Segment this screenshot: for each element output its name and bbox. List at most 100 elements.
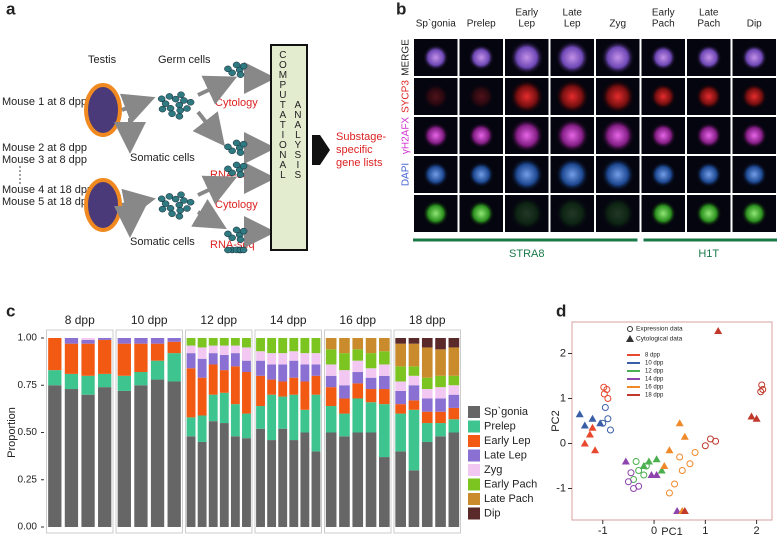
bar-segment [242, 413, 251, 439]
bar-segment [352, 398, 364, 433]
bar-segment [197, 338, 207, 348]
point [596, 419, 605, 427]
bar-segment [408, 375, 420, 386]
bar-segment [379, 404, 390, 458]
nucleus [422, 161, 449, 188]
legend-label: Sp`gonia [484, 406, 529, 418]
point [635, 482, 643, 490]
bar-segment [289, 351, 299, 361]
cell [224, 65, 232, 73]
bar-segment [365, 338, 377, 354]
legend-label: 8 dpp [645, 353, 661, 359]
cell [236, 236, 245, 243]
bar-segment [325, 364, 337, 376]
facet-panel [185, 329, 253, 534]
bar-segment [267, 440, 277, 527]
label: Testis [88, 54, 117, 66]
bar-segment [325, 432, 337, 527]
label: Germ cells [158, 54, 211, 66]
legend-swatch [468, 464, 480, 476]
bar-segment [242, 372, 251, 414]
y-tick-label: 2 [560, 347, 566, 359]
y-tick-label: 1 [560, 392, 566, 404]
point [601, 404, 609, 411]
nucleus [650, 83, 677, 110]
point [747, 412, 756, 420]
bar-segment [150, 343, 165, 361]
bar-segment [365, 353, 377, 369]
bar-segment [352, 338, 364, 350]
legend-swatch [468, 420, 480, 433]
x-tick-label: 0 [651, 525, 657, 537]
bar-segment [289, 338, 299, 352]
bar-segment [150, 379, 165, 527]
cell [236, 171, 245, 178]
y-tick-label: -1 [556, 482, 566, 494]
point [752, 414, 761, 422]
bar-segment [278, 353, 288, 365]
bar-segment [435, 338, 446, 350]
bar-segment [300, 338, 310, 354]
point [680, 432, 689, 440]
cell [175, 113, 184, 120]
nucleus [422, 44, 449, 71]
x-tick-label: 2 [754, 525, 760, 537]
point [635, 467, 643, 474]
point [701, 442, 709, 450]
cell [176, 107, 184, 114]
marker-label: H1T [698, 248, 719, 260]
bar-segment [339, 338, 350, 354]
cell [232, 161, 241, 169]
column-label: Pach [697, 19, 720, 30]
nucleus [555, 40, 590, 75]
bar-segment [208, 364, 218, 395]
facet-label: 16 dpp [339, 313, 376, 327]
bar-segment [300, 353, 310, 365]
bar-segment [230, 338, 240, 346]
point [632, 458, 640, 465]
cell [157, 195, 166, 203]
column-label: Early [652, 8, 675, 19]
bar-segment [278, 396, 288, 429]
legend-label: Early Pach [484, 478, 537, 490]
bar-segment [421, 411, 433, 424]
point [591, 446, 600, 454]
bar-segment [289, 360, 299, 378]
scatter-chart: -1 0 1 2 -1 0 1 2 PC1 PC2 8 dpp 10 dpp 12 dpp 14 dpp 1… [550, 321, 773, 538]
bar-segment [339, 370, 350, 386]
nucleus [555, 79, 590, 114]
bar-segment [448, 394, 460, 408]
bar-segment [448, 338, 460, 348]
bar-segment [448, 419, 460, 433]
bar-segment [167, 341, 181, 354]
point [691, 449, 699, 456]
bar-segment [197, 415, 207, 442]
cell [180, 97, 188, 104]
nucleus [650, 44, 677, 71]
testis [84, 83, 122, 137]
cell [224, 230, 232, 238]
legend-marker [626, 335, 634, 342]
bar-segment [339, 413, 350, 437]
bar-segment [325, 406, 337, 433]
bar-segment [186, 368, 196, 418]
cell [224, 246, 232, 254]
bar-segment [150, 360, 165, 380]
point [676, 453, 684, 461]
bar-segment [408, 385, 420, 401]
legend-label: 10 dpp [645, 361, 664, 367]
bar-segment [379, 457, 390, 527]
bar-segment [435, 411, 446, 424]
nucleus [695, 44, 722, 71]
bar-segment [219, 423, 229, 527]
column-label: Pach [652, 19, 675, 30]
bar-segment [421, 338, 433, 348]
point [757, 388, 765, 396]
bar-segment [421, 389, 433, 399]
bar-segment [421, 377, 433, 390]
bar-segment [379, 351, 390, 365]
diagram: Testis Germ cells Mouse 1 at 8 dpp Mouse… [2, 44, 386, 251]
bar-segment [278, 364, 288, 382]
bar-segment [365, 368, 377, 378]
cell [168, 110, 176, 117]
